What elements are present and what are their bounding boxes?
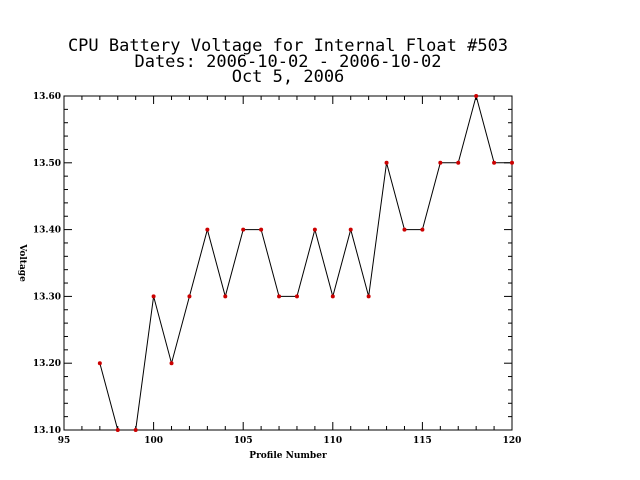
series-voltage — [97, 94, 514, 432]
data-point — [492, 160, 497, 165]
y-axis-label: Voltage — [17, 243, 27, 282]
data-point — [241, 227, 246, 232]
y-tick-label: 13.50 — [33, 159, 61, 169]
data-point — [312, 227, 317, 232]
x-tick-labels: 95 100 105 110 115 120 — [58, 436, 522, 446]
x-tick-label: 100 — [144, 436, 163, 446]
x-tick-label: 105 — [234, 436, 253, 446]
x-tick-label: 110 — [323, 436, 342, 446]
data-point — [169, 361, 174, 366]
data-point — [259, 227, 264, 232]
y-tick-label: 13.60 — [33, 92, 61, 102]
axis-ticks — [63, 95, 513, 431]
data-point — [277, 294, 282, 299]
y-tick-label: 13.30 — [33, 292, 61, 302]
plot-border — [63, 95, 513, 431]
series-line — [99, 94, 512, 431]
y-tick-label: 13.20 — [33, 359, 61, 369]
data-point — [97, 361, 102, 366]
title-line-3: Oct 5, 2006 — [232, 67, 345, 87]
y-tick-label: 13.40 — [33, 226, 61, 236]
title-line-1: CPU Battery Voltage for Internal Float #… — [68, 36, 508, 56]
x-tick-label: 120 — [503, 436, 522, 446]
data-point — [294, 294, 299, 299]
data-point — [223, 294, 228, 299]
data-point — [330, 294, 335, 299]
data-point — [402, 227, 407, 232]
data-point — [510, 160, 514, 165]
chart-title: CPU Battery Voltage for Internal Float #… — [68, 36, 508, 87]
data-point — [420, 227, 425, 232]
data-point — [456, 160, 461, 165]
y-tick-labels: 13.10 13.20 13.30 13.40 13.50 13.60 — [33, 92, 61, 436]
data-point — [115, 428, 120, 432]
x-tick-label: 115 — [413, 436, 432, 446]
data-point — [366, 294, 371, 299]
data-point — [438, 160, 443, 165]
data-point — [151, 294, 156, 299]
y-tick-label: 13.10 — [33, 426, 61, 436]
data-point — [474, 94, 479, 98]
data-point — [187, 294, 192, 299]
title-line-2: Dates: 2006-10-02 - 2006-10-02 — [134, 52, 441, 72]
data-point — [384, 160, 389, 165]
plot-frame — [63, 95, 513, 431]
data-point — [348, 227, 353, 232]
x-tick-label: 95 — [58, 436, 71, 446]
data-point — [133, 428, 138, 432]
x-axis-label: Profile Number — [249, 451, 327, 461]
data-point — [205, 227, 210, 232]
